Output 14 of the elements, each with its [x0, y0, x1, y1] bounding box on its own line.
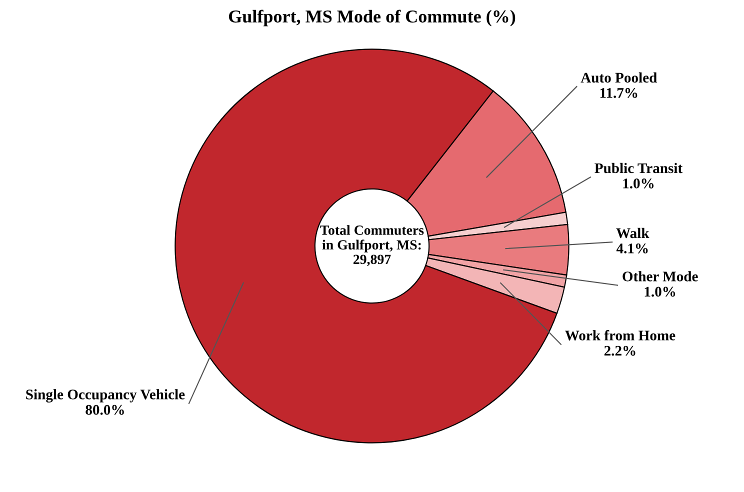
data-label: 1.0% — [623, 178, 654, 188]
slice-label: Single Occupancy Vehicle — [26, 389, 185, 402]
slice-label: Other Mode — [622, 271, 698, 282]
slice-label: Auto Pooled — [580, 72, 658, 83]
slice-label: Work from Home — [565, 330, 676, 341]
data-label: 1.0% — [644, 286, 676, 297]
text: Total Commuters in Gulfport, MS: 29,897 — [320, 225, 424, 266]
data-label: 2.2% — [604, 346, 636, 356]
data-label: 11.7% — [600, 88, 638, 98]
data-label: 80.0% — [86, 404, 124, 415]
slice-label: Walk — [616, 228, 650, 238]
data-label: 4.1% — [616, 243, 648, 254]
slice-label: Public Transit — [594, 162, 683, 174]
chart-title: Gulfport, MS Mode of Commute (%) — [228, 10, 516, 26]
